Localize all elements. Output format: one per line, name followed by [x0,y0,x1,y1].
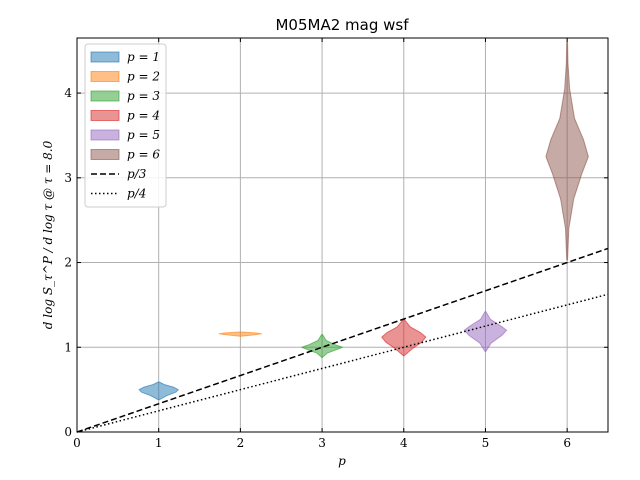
y-tick-label: 3 [64,171,72,185]
violin-p5 [463,311,508,353]
legend: p = 1 p = 2 p = 3 p = 4 p = 5 p = 6 p/3 p/4 [84,43,167,208]
x-tick-label: 5 [482,436,490,450]
y-tick-label: 4 [64,86,72,100]
chart-title: M05MA2 mag wsf [275,16,409,34]
ticks: 0 1 2 3 4 5 6 0 1 2 3 4 [64,38,608,450]
x-tick-label: 1 [155,436,163,450]
violin-p1 [138,381,179,401]
y-tick-label: 1 [64,340,72,354]
legend-swatch [90,149,120,160]
violin-p6 [545,41,589,261]
legend-swatch [90,51,120,63]
x-tick-label: 0 [73,436,81,450]
y-axis-label: d log S_τ^P / d log τ @ τ = 8.0 [41,140,55,329]
legend-label: p = 6 [127,148,160,162]
legend-label: p/4 [127,187,146,201]
plot-frame [76,37,609,433]
legend-label: p/3 [127,167,147,181]
legend-label: p = 1 [127,50,160,64]
legend-swatch [90,90,120,102]
legend-swatch [90,110,120,121]
violin-p2 [218,331,263,337]
reference-line [76,247,609,433]
y-tick-label: 0 [64,425,72,439]
x-tick-label: 2 [237,436,245,450]
x-tick-label: 6 [563,436,571,450]
legend-box [84,43,167,208]
reference-lines [76,247,609,433]
reference-line [76,293,609,433]
violin-p3 [301,334,343,358]
legend-label: p = 4 [127,109,160,123]
x-axis-label: p [338,454,346,468]
legend-swatch [90,71,120,82]
y-tick-label: 2 [64,256,72,270]
legend-label: p = 2 [127,70,160,84]
x-tick-label: 4 [400,436,408,450]
legend-swatch [90,129,120,141]
x-tick-label: 3 [318,436,326,450]
legend-label: p = 5 [127,128,160,142]
violins [138,41,589,401]
legend-label: p = 3 [127,89,160,103]
